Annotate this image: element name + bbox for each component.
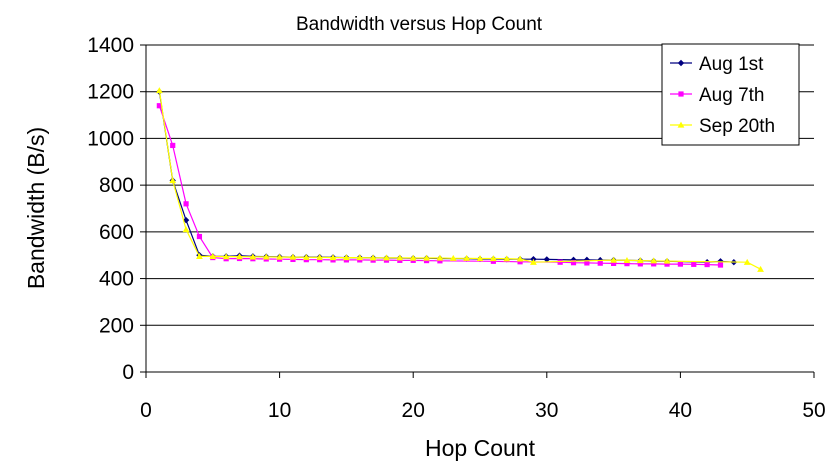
y-axis-title: Bandwidth (B/s) xyxy=(23,127,49,289)
data-point xyxy=(598,261,603,266)
data-point xyxy=(718,262,723,267)
y-tick-label: 0 xyxy=(122,361,134,384)
legend-label: Aug 7th xyxy=(699,85,765,106)
data-point xyxy=(558,260,563,265)
data-point xyxy=(678,261,683,266)
chart-title: Bandwidth versus Hop Count xyxy=(296,14,543,35)
legend-label: Aug 1st xyxy=(699,54,764,75)
y-tick-label: 1000 xyxy=(87,127,134,150)
y-tick-label: 1200 xyxy=(87,81,134,104)
x-axis-title: Hop Count xyxy=(425,435,536,461)
y-tick-label: 200 xyxy=(99,314,134,337)
y-tick-label: 800 xyxy=(99,174,134,197)
y-tick-label: 1400 xyxy=(87,34,134,57)
x-tick-label: 30 xyxy=(535,399,558,422)
legend-marker xyxy=(678,91,683,96)
data-point xyxy=(691,262,696,267)
x-tick-label: 50 xyxy=(802,399,825,422)
legend-label: Sep 20th xyxy=(699,116,775,137)
data-point xyxy=(197,234,202,239)
data-point xyxy=(705,262,710,267)
x-tick-label: 10 xyxy=(268,399,291,422)
legend: Aug 1st Aug 7th Sep 20th xyxy=(662,44,799,145)
data-point xyxy=(183,201,188,206)
x-tick-label: 20 xyxy=(402,399,425,422)
y-tick-label: 600 xyxy=(99,221,134,244)
y-tick-label: 400 xyxy=(99,268,134,291)
x-tick-label: 0 xyxy=(140,399,152,422)
data-point xyxy=(170,143,175,148)
x-tick-label: 40 xyxy=(669,399,692,422)
